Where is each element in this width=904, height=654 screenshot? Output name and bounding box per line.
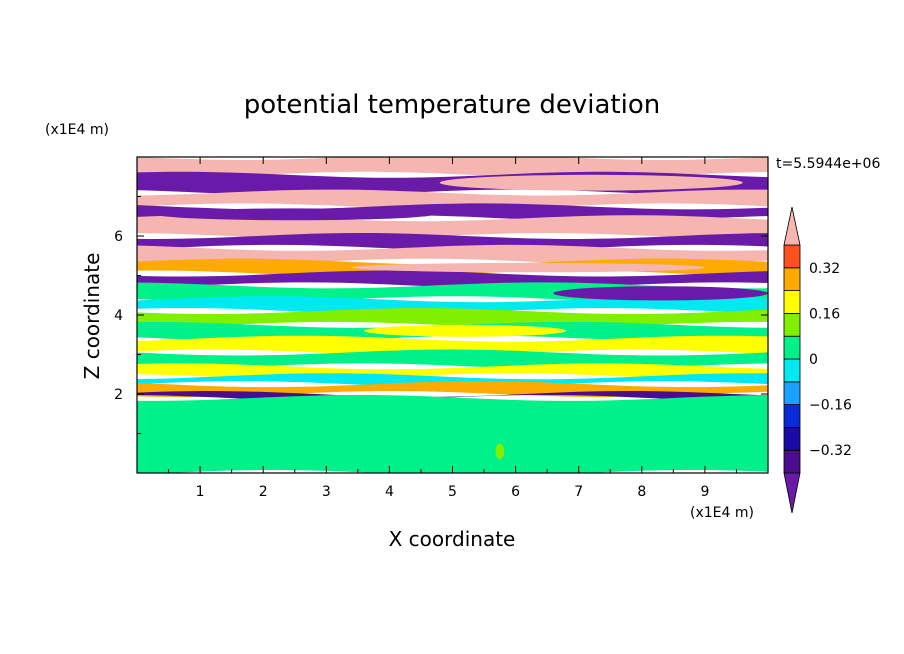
x-tick-label: 6: [511, 484, 520, 500]
field-band: [137, 373, 768, 388]
field-blob: [495, 443, 505, 460]
x-tick-label: 9: [700, 484, 709, 500]
colorbar-swatch: [783, 267, 801, 291]
colorbar-under-arrow: [783, 472, 801, 514]
x-tick-label: 1: [196, 484, 205, 500]
colorbar-label: −0.16: [809, 398, 852, 414]
colorbar-swatch: [783, 244, 801, 269]
field-blob: [320, 403, 484, 440]
field-blob: [477, 405, 617, 469]
field-band: [137, 215, 768, 239]
x-tick-label: 7: [574, 484, 583, 500]
field-band: [137, 189, 768, 210]
colorbar: 0.32 0.16 0 −0.16 −0.32: [783, 206, 852, 514]
x-axis-label: X coordinate: [389, 527, 516, 551]
field-blob: [351, 262, 705, 273]
chart-title: potential temperature deviation: [244, 90, 660, 120]
colorbar-label: −0.32: [809, 443, 852, 459]
x-tick-label: 8: [637, 484, 646, 500]
field-band: [137, 233, 768, 251]
x-unit-label: (x1E4 m): [690, 505, 754, 521]
y-axis-label: Z coordinate: [80, 253, 104, 380]
field-blob: [439, 174, 743, 191]
field-blob: [553, 286, 768, 301]
colorbar-swatch: [783, 404, 801, 428]
field-blob: [155, 208, 434, 221]
x-tick-label: 5: [448, 484, 457, 500]
time-label: t=5.5944e+06: [776, 156, 880, 172]
colorbar-label: 0.16: [809, 306, 840, 322]
field-band: [137, 296, 768, 314]
colorbar-swatch: [783, 449, 801, 474]
colorbar-swatch: [783, 426, 801, 451]
colorbar-swatch: [783, 381, 801, 405]
colorbar-swatch: [783, 335, 801, 360]
y-axis: 2 4 6: [114, 196, 768, 434]
colorbar-swatch: [783, 312, 801, 337]
colorbar-over-arrow: [783, 206, 801, 246]
colorbar-swatch: [783, 290, 801, 314]
field-blob: [364, 324, 567, 337]
colorbar-swatch: [783, 358, 801, 383]
plot-area: [137, 157, 768, 473]
y-unit-label: (x1E4 m): [45, 122, 109, 138]
colorbar-label: 0: [809, 352, 818, 368]
y-tick-label: 2: [114, 387, 123, 403]
x-axis: 1 2 3 4 5 6 7 8 9: [168, 157, 737, 500]
x-tick-label: 2: [259, 484, 268, 500]
y-tick-label: 6: [114, 229, 123, 245]
x-tick-label: 3: [322, 484, 331, 500]
field-blob: [629, 405, 731, 462]
field-band: [137, 335, 768, 356]
colorbar-label: 0.32: [809, 261, 840, 277]
x-tick-label: 4: [385, 484, 394, 500]
y-tick-label: 4: [114, 308, 123, 324]
